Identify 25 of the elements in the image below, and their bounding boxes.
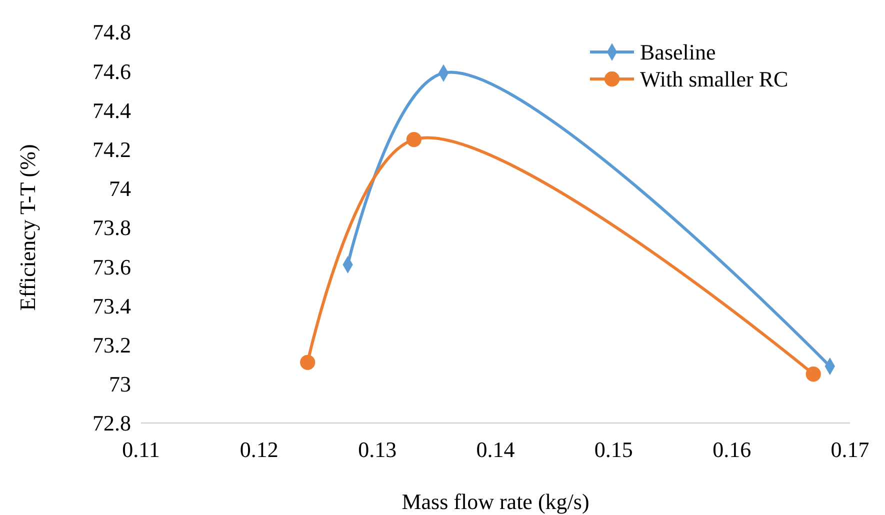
y-tick-label: 74.8 (92, 20, 131, 45)
y-tick-label: 72.8 (92, 410, 131, 436)
y-tick-label: 74.4 (92, 98, 131, 123)
y-tick-label: 73.6 (92, 254, 131, 280)
y-tick-label: 73.4 (92, 293, 131, 318)
x-tick-label: 0.15 (594, 437, 633, 462)
x-tick-label: 0.17 (830, 437, 870, 462)
y-tick-label: 73.8 (92, 215, 131, 240)
x-tick-label: 0.12 (240, 437, 278, 462)
x-tick-label: 0.13 (358, 437, 397, 462)
x-tick-label: 0.14 (476, 437, 515, 462)
x-tick-label: 0.16 (712, 437, 752, 462)
point (806, 366, 821, 382)
x-tick-label: 0.11 (122, 437, 160, 462)
legend-label: With smaller RC (640, 66, 788, 92)
legend-label: Baseline (640, 40, 716, 65)
x-axis-title: Mass flow rate (kg/s) (402, 489, 590, 514)
point (300, 354, 316, 370)
point (406, 132, 422, 148)
y-tick-label: 74 (109, 176, 131, 202)
y-tick-label: 73 (109, 372, 131, 397)
y-tick-label: 74.6 (92, 58, 131, 84)
y-tick-label: 73.2 (92, 332, 131, 358)
y-tick-label: 74.2 (92, 137, 131, 162)
y-axis-title: Efficiency T-T (%) (15, 144, 40, 311)
